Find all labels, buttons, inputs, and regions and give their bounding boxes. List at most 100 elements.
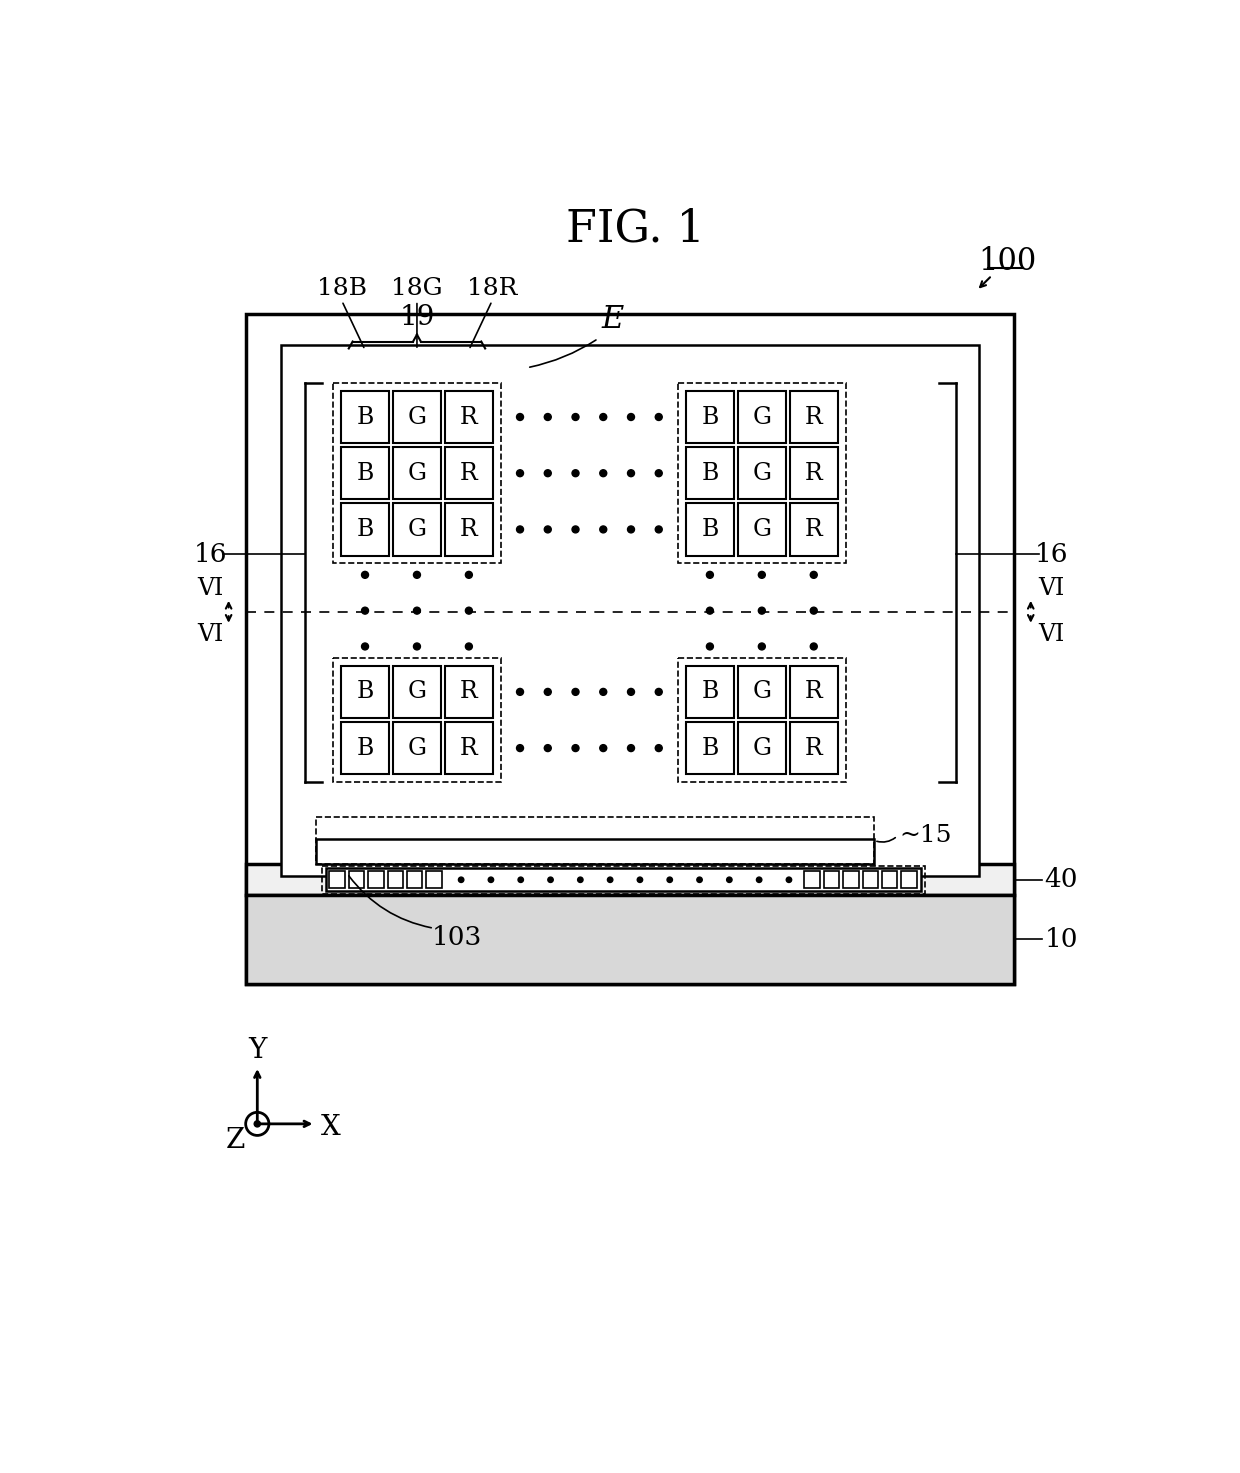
- Text: B: B: [701, 736, 719, 760]
- Circle shape: [465, 644, 472, 650]
- Text: B: B: [701, 518, 719, 541]
- Text: G: G: [408, 405, 427, 429]
- Circle shape: [459, 876, 464, 882]
- Circle shape: [489, 876, 494, 882]
- Text: B: B: [701, 461, 719, 485]
- Bar: [678, 383, 846, 563]
- Text: FIG. 1: FIG. 1: [567, 208, 704, 250]
- Bar: [341, 722, 389, 775]
- Circle shape: [413, 607, 420, 614]
- Circle shape: [810, 644, 817, 650]
- Text: 10: 10: [1044, 927, 1079, 952]
- Bar: [341, 390, 389, 443]
- Bar: [316, 840, 874, 863]
- Bar: [790, 722, 838, 775]
- Text: G: G: [753, 461, 771, 485]
- Text: Z: Z: [226, 1127, 246, 1155]
- Text: Y: Y: [248, 1037, 267, 1064]
- Bar: [445, 666, 494, 717]
- Circle shape: [600, 470, 606, 477]
- Bar: [316, 818, 874, 863]
- Bar: [334, 658, 501, 782]
- Bar: [393, 446, 441, 499]
- Circle shape: [465, 607, 472, 614]
- Text: G: G: [753, 518, 771, 541]
- Text: 16: 16: [1035, 542, 1069, 567]
- Circle shape: [572, 470, 579, 477]
- Circle shape: [655, 688, 662, 695]
- Text: 18G: 18G: [391, 277, 443, 300]
- Circle shape: [627, 688, 635, 695]
- Circle shape: [707, 572, 713, 579]
- Text: R: R: [805, 681, 822, 704]
- Text: R: R: [460, 681, 477, 704]
- Circle shape: [362, 644, 368, 650]
- Bar: [790, 666, 838, 717]
- Bar: [445, 446, 494, 499]
- Text: B: B: [356, 681, 373, 704]
- Bar: [790, 390, 838, 443]
- Bar: [738, 446, 786, 499]
- Text: E: E: [601, 303, 624, 334]
- Text: 16: 16: [193, 542, 228, 567]
- Bar: [330, 872, 345, 888]
- Text: G: G: [408, 461, 427, 485]
- Circle shape: [544, 745, 552, 751]
- Text: G: G: [753, 736, 771, 760]
- Bar: [738, 722, 786, 775]
- Text: 40: 40: [1044, 868, 1079, 893]
- Bar: [247, 865, 1014, 896]
- Text: VI: VI: [1039, 577, 1065, 600]
- Bar: [901, 872, 916, 888]
- Circle shape: [517, 470, 523, 477]
- Circle shape: [810, 572, 817, 579]
- Circle shape: [600, 414, 606, 420]
- Text: VI: VI: [197, 577, 224, 600]
- Bar: [686, 390, 734, 443]
- Text: B: B: [356, 405, 373, 429]
- Bar: [348, 872, 365, 888]
- Text: ~15: ~15: [899, 823, 951, 847]
- Circle shape: [786, 876, 791, 882]
- Text: B: B: [356, 461, 373, 485]
- Circle shape: [697, 876, 702, 882]
- Text: R: R: [805, 736, 822, 760]
- Bar: [686, 504, 734, 555]
- Text: VI: VI: [197, 623, 224, 647]
- Circle shape: [608, 876, 613, 882]
- Text: B: B: [701, 405, 719, 429]
- Circle shape: [637, 876, 642, 882]
- Text: R: R: [805, 461, 822, 485]
- Text: X: X: [321, 1114, 341, 1142]
- Bar: [247, 314, 1014, 984]
- Circle shape: [517, 688, 523, 695]
- Text: B: B: [701, 681, 719, 704]
- Circle shape: [600, 745, 606, 751]
- Bar: [334, 383, 501, 563]
- Circle shape: [517, 414, 523, 420]
- Circle shape: [578, 876, 583, 882]
- Bar: [281, 345, 978, 876]
- Bar: [393, 666, 441, 717]
- Bar: [790, 504, 838, 555]
- Bar: [393, 722, 441, 775]
- Text: VI: VI: [1039, 623, 1065, 647]
- Bar: [341, 446, 389, 499]
- Circle shape: [572, 688, 579, 695]
- Circle shape: [572, 526, 579, 533]
- Circle shape: [544, 470, 552, 477]
- Circle shape: [627, 745, 635, 751]
- Circle shape: [600, 688, 606, 695]
- Circle shape: [707, 607, 713, 614]
- Text: G: G: [753, 681, 771, 704]
- Circle shape: [518, 876, 523, 882]
- Circle shape: [544, 526, 552, 533]
- Circle shape: [413, 644, 420, 650]
- Bar: [863, 872, 878, 888]
- Bar: [387, 872, 403, 888]
- Circle shape: [655, 745, 662, 751]
- Circle shape: [517, 526, 523, 533]
- Bar: [678, 658, 846, 782]
- Circle shape: [465, 572, 472, 579]
- Circle shape: [707, 644, 713, 650]
